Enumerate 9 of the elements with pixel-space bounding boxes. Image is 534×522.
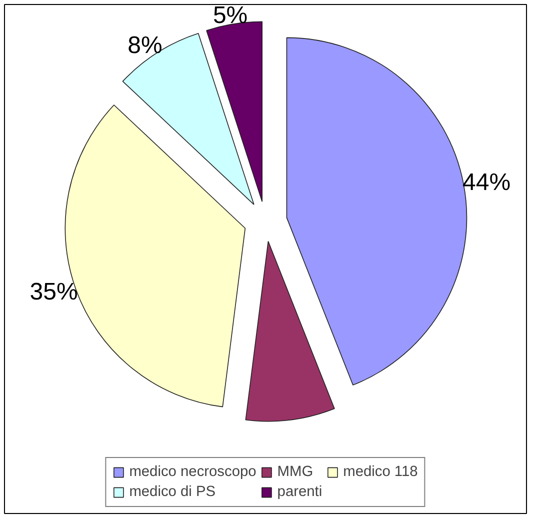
legend-label: MMG: [277, 464, 314, 480]
legend-label: medico di PS: [129, 484, 216, 500]
legend-label: medico 118: [343, 464, 418, 480]
data-label: 44%: [462, 168, 511, 196]
data-label: 35%: [30, 278, 78, 306]
legend-label: medico necroscopo: [129, 464, 256, 480]
data-label: 5%: [212, 2, 248, 29]
data-label: 8%: [128, 32, 162, 59]
legend-label: parenti: [277, 484, 322, 500]
